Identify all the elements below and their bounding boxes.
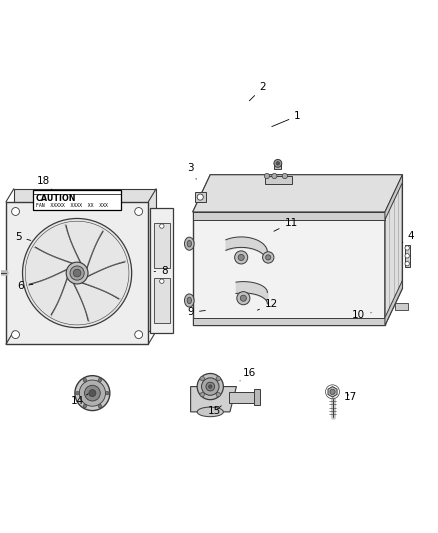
Circle shape — [265, 255, 271, 260]
Polygon shape — [254, 389, 260, 405]
Polygon shape — [265, 176, 292, 184]
Polygon shape — [6, 202, 148, 344]
Ellipse shape — [187, 297, 191, 304]
Circle shape — [106, 391, 109, 395]
Circle shape — [70, 266, 84, 280]
Text: 14: 14 — [71, 394, 88, 406]
Polygon shape — [385, 175, 403, 326]
Text: FAN  XXXXX  XXXX  XX  XXX: FAN XXXXX XXXX XX XXX — [35, 203, 107, 207]
Circle shape — [22, 219, 132, 328]
Circle shape — [240, 295, 247, 301]
Circle shape — [216, 392, 220, 397]
Circle shape — [98, 404, 102, 408]
Text: 3: 3 — [187, 163, 196, 179]
Text: 2: 2 — [249, 83, 266, 101]
Text: 15: 15 — [208, 406, 221, 416]
Circle shape — [276, 161, 279, 165]
Polygon shape — [193, 212, 385, 326]
Circle shape — [83, 404, 87, 408]
Polygon shape — [195, 192, 206, 203]
Circle shape — [200, 376, 205, 381]
Circle shape — [405, 254, 410, 258]
Polygon shape — [396, 303, 408, 310]
Circle shape — [282, 173, 287, 179]
Circle shape — [135, 207, 143, 215]
Circle shape — [201, 378, 219, 395]
Circle shape — [264, 173, 269, 179]
Circle shape — [405, 246, 410, 250]
Circle shape — [85, 385, 100, 401]
Circle shape — [89, 390, 96, 397]
Circle shape — [12, 207, 19, 215]
Circle shape — [216, 376, 220, 381]
Polygon shape — [229, 392, 256, 403]
Text: CAUTION: CAUTION — [35, 193, 76, 203]
Circle shape — [330, 389, 335, 394]
Circle shape — [262, 252, 274, 263]
Polygon shape — [33, 190, 121, 210]
Circle shape — [405, 262, 410, 266]
Text: 5: 5 — [15, 232, 31, 242]
Text: 11: 11 — [274, 218, 298, 231]
Polygon shape — [153, 278, 170, 323]
Circle shape — [197, 194, 203, 200]
Polygon shape — [191, 386, 237, 412]
Text: 9: 9 — [187, 308, 205, 317]
Circle shape — [66, 262, 88, 284]
Polygon shape — [385, 175, 403, 220]
Circle shape — [98, 378, 102, 382]
Circle shape — [238, 254, 244, 261]
Polygon shape — [328, 386, 337, 397]
Text: 6: 6 — [17, 281, 33, 291]
Circle shape — [79, 380, 106, 406]
Circle shape — [135, 330, 143, 338]
Circle shape — [235, 251, 248, 264]
Polygon shape — [193, 318, 385, 326]
Text: 1: 1 — [272, 111, 301, 127]
Polygon shape — [385, 280, 403, 326]
Circle shape — [237, 292, 250, 305]
Text: 8: 8 — [154, 266, 168, 276]
Circle shape — [274, 159, 282, 167]
Polygon shape — [405, 245, 410, 266]
Polygon shape — [150, 207, 173, 333]
Circle shape — [197, 374, 223, 400]
Circle shape — [12, 330, 19, 338]
Ellipse shape — [197, 407, 223, 417]
Polygon shape — [14, 189, 156, 331]
Text: 17: 17 — [343, 392, 357, 402]
Circle shape — [200, 392, 205, 397]
Circle shape — [76, 391, 79, 395]
Circle shape — [75, 376, 110, 410]
Circle shape — [159, 279, 164, 284]
Polygon shape — [193, 212, 385, 220]
Circle shape — [73, 269, 81, 277]
Text: 12: 12 — [258, 298, 278, 310]
Circle shape — [208, 385, 212, 389]
Text: 18: 18 — [37, 176, 52, 190]
Circle shape — [83, 378, 87, 382]
Text: 4: 4 — [403, 231, 414, 243]
Text: 16: 16 — [240, 368, 256, 381]
Text: 10: 10 — [352, 310, 371, 319]
Circle shape — [159, 224, 164, 228]
Polygon shape — [193, 175, 403, 212]
Ellipse shape — [184, 294, 194, 307]
Ellipse shape — [184, 237, 194, 251]
Polygon shape — [210, 175, 403, 179]
Polygon shape — [153, 223, 170, 268]
Circle shape — [272, 173, 277, 179]
Ellipse shape — [187, 240, 191, 247]
Circle shape — [206, 382, 215, 391]
Polygon shape — [274, 163, 281, 169]
Polygon shape — [193, 175, 403, 212]
